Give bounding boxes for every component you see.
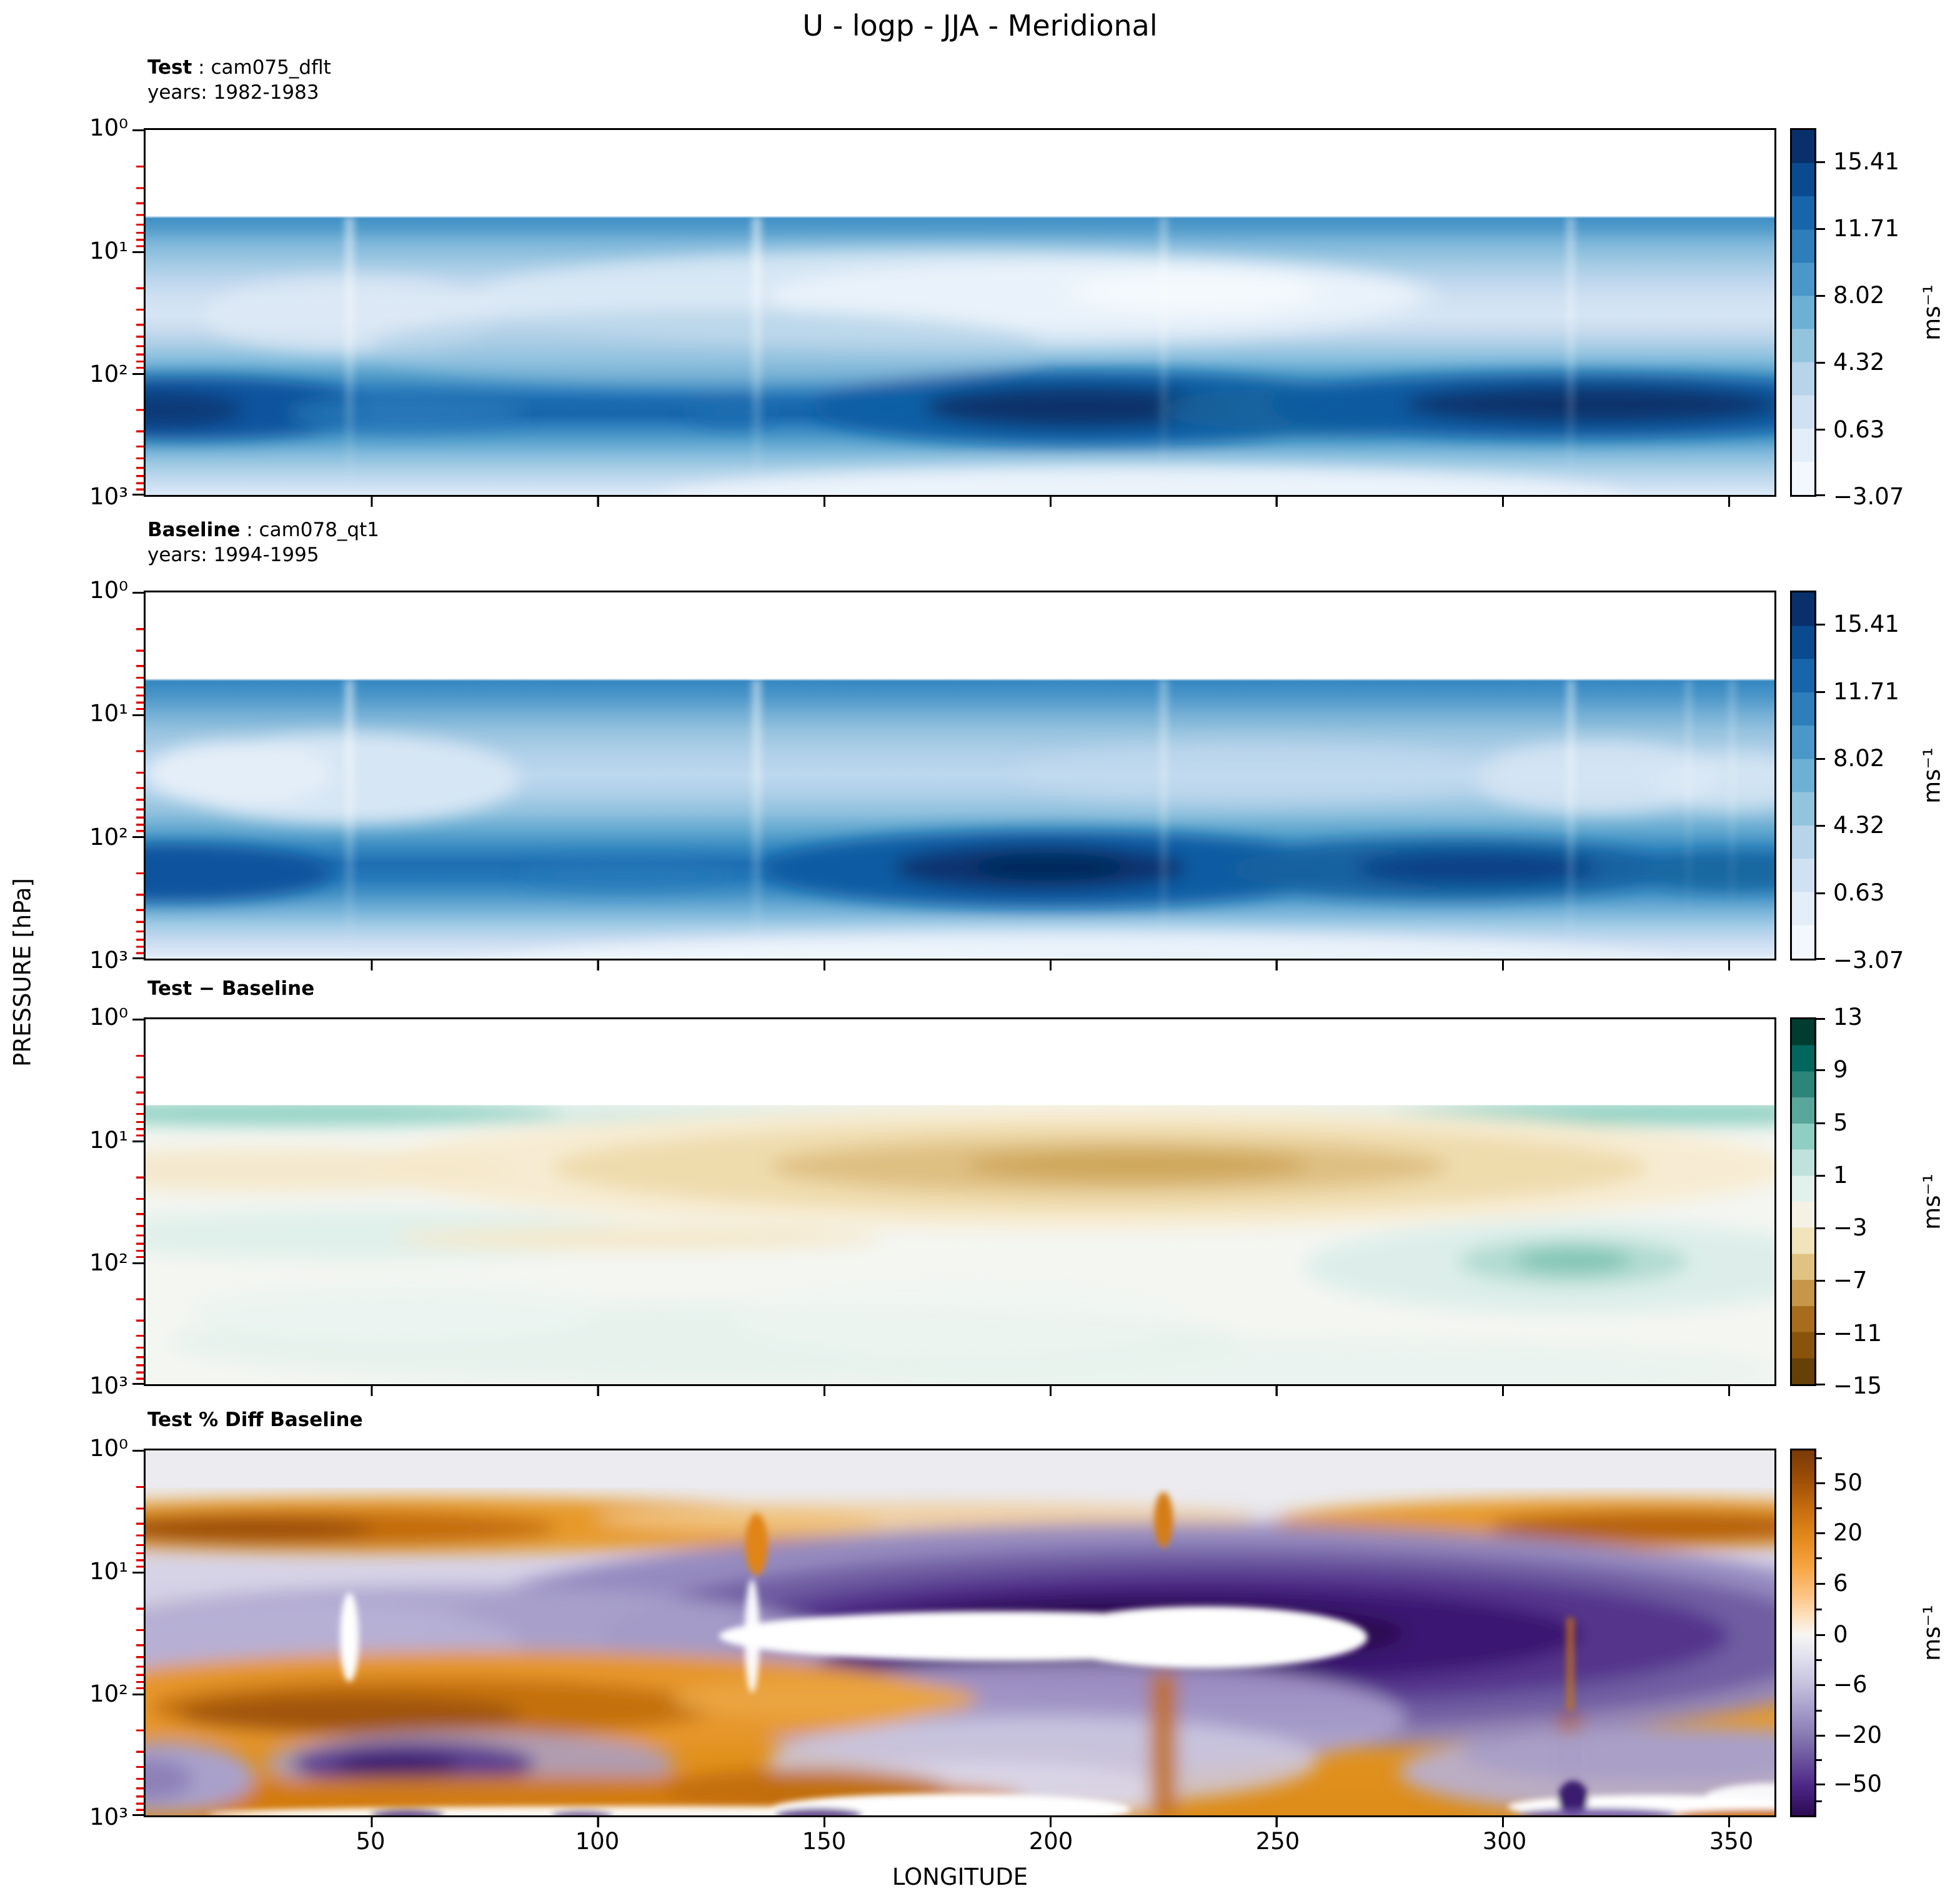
colorbar-pctdiff xyxy=(1790,1449,1816,1817)
y-minor-ticks xyxy=(136,1019,144,1384)
cb4-tick: 6 xyxy=(1833,1570,1848,1597)
ytick-label: 10² xyxy=(89,1680,128,1707)
ytick-label: 10³ xyxy=(89,483,128,510)
y-axis-label: PRESSURE [hPa] xyxy=(9,878,36,1067)
panel-test-plot xyxy=(132,128,1776,507)
ytick-label: 10³ xyxy=(89,1804,128,1830)
cb1-tick: 15.41 xyxy=(1833,148,1899,175)
cb4-tick: −6 xyxy=(1833,1671,1868,1698)
cb1-tick: −3.07 xyxy=(1833,483,1904,510)
panel3-heading: Test − Baseline xyxy=(147,976,314,1001)
ytick-label: 10⁰ xyxy=(89,577,128,604)
cb2-tick: 15.41 xyxy=(1833,611,1899,637)
xtick-label: 300 xyxy=(1482,1828,1527,1855)
xtick-label: 200 xyxy=(1028,1828,1073,1855)
cb4-tick: 50 xyxy=(1833,1469,1863,1496)
xtick-label: 350 xyxy=(1709,1828,1754,1855)
ytick-label: 10⁰ xyxy=(89,1004,128,1030)
panel1-heading-bold: Test xyxy=(147,56,192,79)
contour-field-diff xyxy=(146,1019,1774,1384)
panel4-heading: Test % Diff Baseline xyxy=(147,1407,363,1432)
panel2-subheading: years: 1994-1995 xyxy=(147,544,319,566)
contour-field-test xyxy=(146,130,1774,495)
cb1-tick: 11.71 xyxy=(1833,215,1899,242)
figure-title: U - logp - JJA - Meridional xyxy=(802,9,1158,42)
xtick-label: 250 xyxy=(1255,1828,1300,1855)
panel1-heading-rest: : cam075_dflt xyxy=(192,56,331,79)
cb3-tick: −3 xyxy=(1833,1214,1868,1241)
cb3-tick: −15 xyxy=(1833,1372,1883,1399)
panel2-heading-rest: : cam078_qt1 xyxy=(240,519,379,541)
panel-pctdiff-plot xyxy=(132,1449,1776,1827)
y-minor-ticks xyxy=(136,1450,144,1815)
y-minor-ticks xyxy=(136,592,144,959)
x-ticks xyxy=(146,1817,1774,1827)
cb2-tick: −3.07 xyxy=(1833,947,1904,974)
cb4-tick: −50 xyxy=(1833,1770,1883,1797)
x-ticks xyxy=(146,960,1774,970)
cb4-tick: 0 xyxy=(1833,1621,1848,1648)
panel3-heading-bold: Test − Baseline xyxy=(147,977,315,1000)
cb2-tick: 11.71 xyxy=(1833,678,1899,705)
ytick-label: 10³ xyxy=(89,947,128,974)
contour-field-pctdiff xyxy=(146,1450,1774,1815)
cb3-tick: 13 xyxy=(1833,1004,1863,1030)
ytick-label: 10⁰ xyxy=(89,114,128,141)
cb3-tick: 5 xyxy=(1833,1109,1848,1136)
ytick-label: 10² xyxy=(89,361,128,387)
cb4-tick: 20 xyxy=(1833,1519,1863,1546)
cb3-tick: −7 xyxy=(1833,1267,1868,1294)
cb2-tick: 4.32 xyxy=(1833,812,1885,839)
cb4-tick: −20 xyxy=(1833,1722,1883,1749)
cb3-tick: −11 xyxy=(1833,1320,1883,1347)
ytick-label: 10¹ xyxy=(89,1127,128,1154)
x-ticks xyxy=(146,1386,1774,1396)
panel2-heading: Baseline : cam078_qt1 years: 1994-1995 xyxy=(147,517,379,567)
x-axis-label: LONGITUDE xyxy=(892,1864,1028,1890)
cb2-tick: 0.63 xyxy=(1833,879,1885,906)
xtick-label: 50 xyxy=(356,1828,386,1855)
cb1-unit: ms⁻¹ xyxy=(1918,284,1946,341)
colorbar-baseline xyxy=(1790,591,1816,960)
cb1-tick: 0.63 xyxy=(1833,416,1885,443)
panel-diff-plot xyxy=(132,1017,1776,1396)
cb3-unit: ms⁻¹ xyxy=(1918,1174,1946,1230)
cb1-tick: 4.32 xyxy=(1833,349,1885,376)
cb3-tick: 9 xyxy=(1833,1056,1848,1083)
panel-baseline-plot xyxy=(132,591,1776,970)
cb1-tick: 8.02 xyxy=(1833,282,1885,309)
panel4-heading-bold: Test % Diff Baseline xyxy=(147,1409,363,1431)
panel1-subheading: years: 1982-1983 xyxy=(147,81,319,104)
ytick-label: 10¹ xyxy=(89,237,128,264)
ytick-label: 10² xyxy=(89,824,128,851)
contour-field-baseline xyxy=(146,592,1774,959)
ytick-label: 10¹ xyxy=(89,1558,128,1585)
cb3-tick: 1 xyxy=(1833,1162,1848,1189)
xtick-label: 150 xyxy=(802,1828,847,1855)
y-minor-ticks xyxy=(136,130,144,495)
colorbar-test xyxy=(1790,128,1816,497)
cb2-unit: ms⁻¹ xyxy=(1918,747,1946,804)
cb4-unit: ms⁻¹ xyxy=(1918,1605,1946,1661)
panel2-heading-bold: Baseline xyxy=(147,519,241,541)
panel1-heading: Test : cam075_dflt years: 1982-1983 xyxy=(147,55,331,105)
ytick-label: 10⁰ xyxy=(89,1435,128,1462)
cb2-tick: 8.02 xyxy=(1833,745,1885,772)
xtick-label: 100 xyxy=(575,1828,620,1855)
ytick-label: 10² xyxy=(89,1249,128,1276)
x-ticks xyxy=(146,497,1774,507)
ytick-label: 10¹ xyxy=(89,700,128,727)
colorbar-diff xyxy=(1790,1017,1816,1386)
ytick-label: 10³ xyxy=(89,1372,128,1399)
